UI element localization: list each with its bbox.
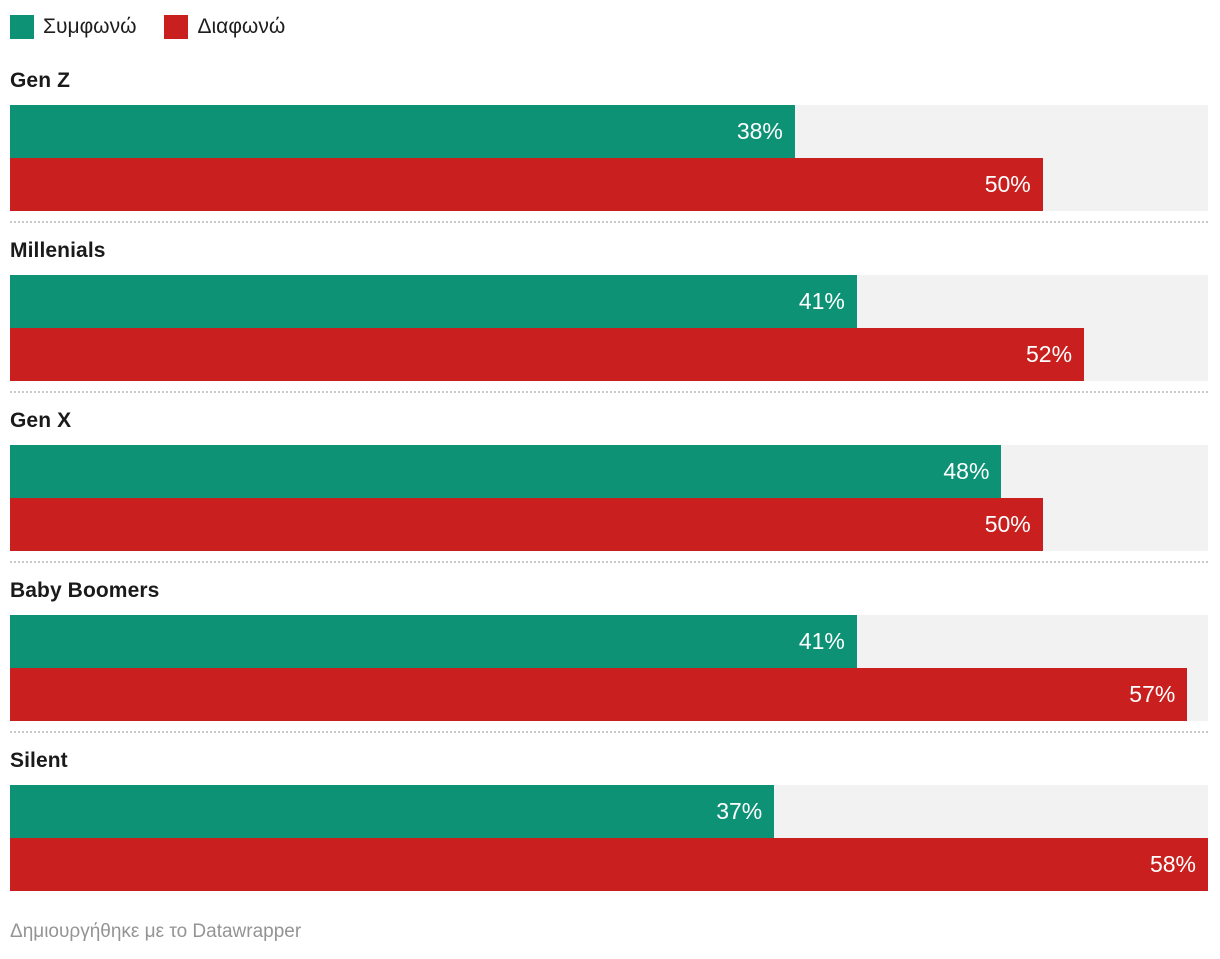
legend-label: Διαφωνώ <box>197 15 286 38</box>
bar-value-label: 50% <box>984 171 1031 197</box>
category-label: Millenials <box>10 239 106 262</box>
bar-track: 50% <box>10 158 1208 211</box>
category-label: Gen X <box>10 409 72 432</box>
bar-value-label: 57% <box>1129 681 1176 707</box>
bar-value-label: 48% <box>943 458 990 484</box>
bar-agree: 38% <box>10 105 795 158</box>
bar-track: 50% <box>10 498 1208 551</box>
legend-swatch-disagree <box>164 15 189 39</box>
bar-disagree: 57% <box>10 668 1188 721</box>
bar-value-label: 52% <box>1026 341 1073 367</box>
bar-disagree: 58% <box>10 838 1208 891</box>
legend-item-agree: Συμφωνώ <box>10 14 136 40</box>
bar-track: 41% <box>10 615 1208 668</box>
category-label: Silent <box>10 749 68 772</box>
category-group: Millenials 41% 52% <box>10 238 1208 393</box>
category-label: Gen Z <box>10 69 71 92</box>
attribution-text: Δημιουργήθηκε με το Datawrapper <box>10 921 302 942</box>
row-divider <box>10 221 1208 223</box>
row-divider <box>10 391 1208 393</box>
bar-track: 52% <box>10 328 1208 381</box>
bar-agree: 37% <box>10 785 775 838</box>
bar-value-label: 41% <box>798 628 845 654</box>
bar-value-label: 37% <box>716 798 763 824</box>
bar-track: 58% <box>10 838 1208 891</box>
bar-track: 57% <box>10 668 1208 721</box>
bar-disagree: 52% <box>10 328 1085 381</box>
legend-label: Συμφωνώ <box>43 15 137 38</box>
bar-value-label: 50% <box>984 511 1031 537</box>
legend-swatch-agree <box>10 15 34 39</box>
bar-disagree: 50% <box>10 498 1043 551</box>
category-group: Baby Boomers 41% 57% <box>10 578 1208 733</box>
bar-agree: 41% <box>10 275 857 328</box>
bar-track: 41% <box>10 275 1208 328</box>
category-group: Gen X 48% 50% <box>10 408 1208 563</box>
bar-track: 48% <box>10 445 1208 498</box>
bar-value-label: 58% <box>1149 851 1196 877</box>
category-group: Gen Z 38% 50% <box>10 68 1208 223</box>
legend: Συμφωνώ Διαφωνώ <box>10 14 1208 40</box>
bar-groups: Gen Z 38% 50% Millenials 41% 52% Gen X 48% 50% Ba… <box>10 68 1208 891</box>
bar-agree: 41% <box>10 615 857 668</box>
legend-item-disagree: Διαφωνώ <box>164 14 285 40</box>
bar-value-label: 41% <box>798 288 845 314</box>
bar-agree: 48% <box>10 445 1002 498</box>
row-divider <box>10 731 1208 733</box>
category-group: Silent 37% 58% <box>10 748 1208 891</box>
row-divider <box>10 561 1208 563</box>
category-label: Baby Boomers <box>10 579 160 602</box>
bar-track: 38% <box>10 105 1208 158</box>
bar-track: 37% <box>10 785 1208 838</box>
bar-disagree: 50% <box>10 158 1043 211</box>
bar-value-label: 38% <box>736 118 783 144</box>
